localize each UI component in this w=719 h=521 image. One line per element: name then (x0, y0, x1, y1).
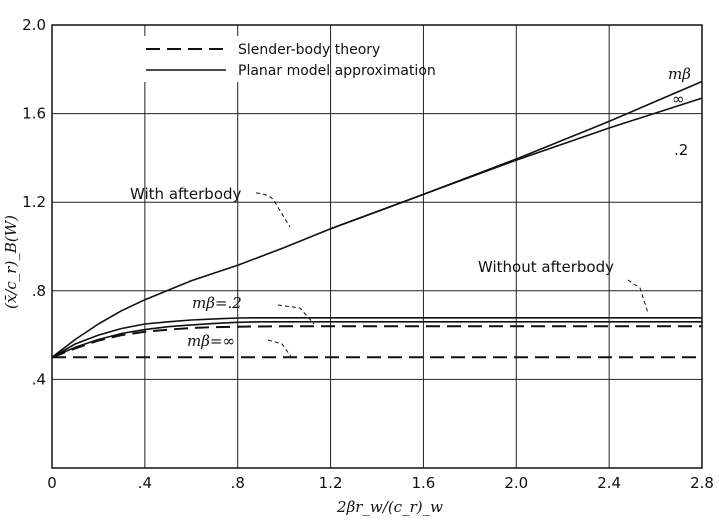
annotation-with-afterbody: With afterbody (130, 185, 242, 203)
legend-entry-1: Planar model approximation (238, 63, 436, 79)
y-tick-label: .4 (32, 370, 46, 388)
annotation-mbeta-inf: mβ=∞ (187, 332, 235, 350)
x-tick-label: .8 (231, 474, 245, 492)
y-tick-label: 1.6 (22, 105, 46, 123)
y-tick-label: .8 (32, 282, 46, 300)
annotation-without-afterbody: Without afterbody (478, 258, 614, 276)
series-line-4 (51, 80, 703, 358)
series-line-5 (330, 97, 703, 230)
leader-without-afterbody (627, 279, 649, 314)
series-line-1 (51, 325, 702, 359)
tick-labels: 0 .4 .8 1.2 1.6 2.0 2.4 2.8 .4 .8 1.2 1.6 2.0 (22, 16, 714, 492)
annotation-mbeta-header: mβ (668, 65, 691, 83)
x-tick-label: 1.6 (411, 474, 435, 492)
y-tick-label: 1.2 (22, 193, 46, 211)
series-line-2 (51, 320, 702, 359)
series-line-3 (51, 316, 702, 358)
legend-entry-0: Slender-body theory (238, 42, 380, 58)
annotation-mbeta-2: mβ=.2 (192, 294, 242, 312)
plot-frame (51, 24, 703, 469)
annotation-end-inf: ∞ (672, 90, 685, 108)
legend: Slender-body theory Planar model approxi… (140, 36, 436, 82)
legend-background (140, 36, 320, 82)
grid (51, 24, 703, 469)
x-axis-label: 2βr_w/(c_r)_w (336, 498, 443, 516)
y-tick-label: 2.0 (22, 16, 46, 34)
x-tick-label: 2.4 (597, 474, 621, 492)
x-tick-label: 1.2 (319, 474, 343, 492)
leader-mbeta-inf (267, 339, 293, 359)
x-tick-label: 2.8 (690, 474, 714, 492)
annotation-end-2: .2 (674, 141, 688, 159)
annotations: With afterbody Without afterbody mβ=.2 m… (130, 65, 691, 359)
series-lines (51, 80, 703, 359)
x-tick-label: 0 (47, 474, 57, 492)
x-tick-label: 2.0 (504, 474, 528, 492)
leader-with-afterbody (255, 192, 291, 228)
y-axis-label: (x̄/c_r)_B(W) (2, 215, 20, 309)
x-tick-label: .4 (138, 474, 152, 492)
leader-mbeta-2 (277, 304, 315, 325)
